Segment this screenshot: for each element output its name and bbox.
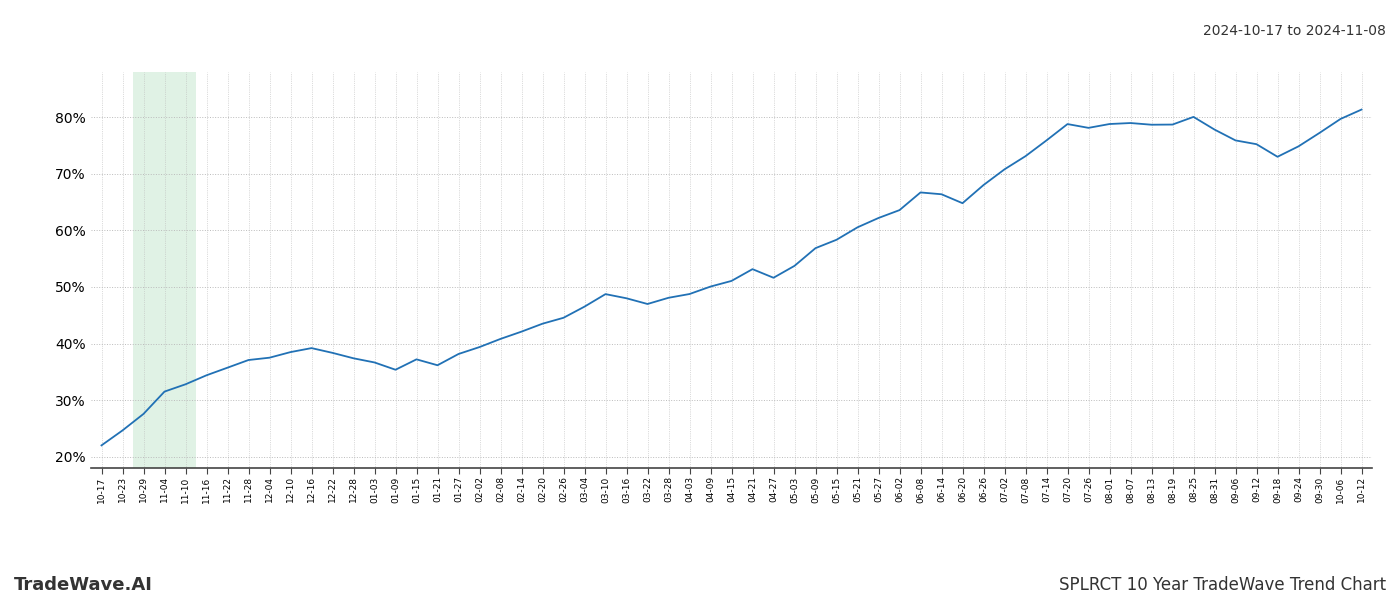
Text: SPLRCT 10 Year TradeWave Trend Chart: SPLRCT 10 Year TradeWave Trend Chart (1058, 576, 1386, 594)
Text: 2024-10-17 to 2024-11-08: 2024-10-17 to 2024-11-08 (1203, 24, 1386, 38)
Text: TradeWave.AI: TradeWave.AI (14, 576, 153, 594)
Bar (133, 72, 196, 468)
